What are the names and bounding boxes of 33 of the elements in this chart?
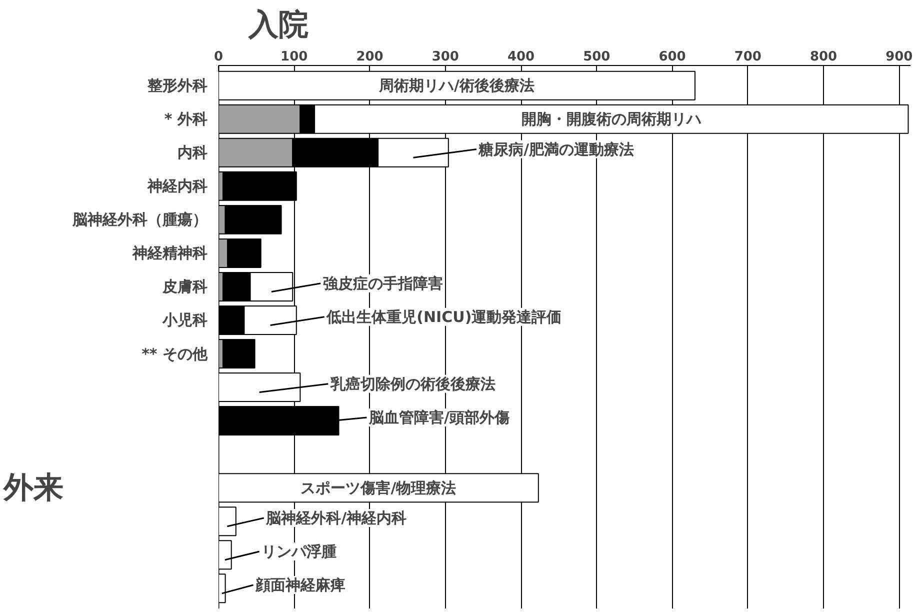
- data-label: スポーツ傷害/物理療法: [300, 478, 456, 497]
- y-tick-label: 皮膚科: [162, 278, 208, 296]
- data-label: 糖尿病/肥満の運動療法: [478, 140, 634, 158]
- x-tick-label: 500: [583, 50, 610, 64]
- y-tick-label: 脳神経外科（腫瘍）: [72, 210, 208, 229]
- y-tick-label: 神経内科: [146, 177, 208, 196]
- x-tick-label: 700: [734, 50, 762, 64]
- x-tick-label: 900: [886, 50, 913, 64]
- data-label: 周術期リハ/術後後療法: [378, 76, 534, 95]
- data-label: 低出生体重児(NICU)運動発達評価: [326, 308, 562, 326]
- x-tick-label: 800: [810, 50, 838, 64]
- data-label: 顔面神経麻痺: [254, 576, 346, 594]
- data-label: 脳血管障害/頭部外傷: [368, 408, 510, 426]
- text: 外来: [2, 470, 64, 506]
- x-tick-label: 0: [214, 50, 224, 64]
- y-tick-label: 神経精神科: [132, 244, 208, 262]
- x-tick-label: 400: [507, 50, 535, 64]
- y-tick-label: ** その他: [142, 344, 208, 363]
- chart-title: 入院: [248, 8, 308, 42]
- data-label: 脳神経外科/神経内科: [265, 509, 407, 527]
- y-tick-label: 小児科: [162, 311, 208, 330]
- x-tick-label: 600: [658, 50, 686, 64]
- data-label: リンパ浮腫: [262, 542, 337, 561]
- data-label: 強皮症の手指障害: [322, 274, 443, 292]
- x-tick-label: 200: [356, 50, 384, 64]
- y-tick-label: * 外科: [164, 110, 208, 128]
- x-tick-label: 100: [280, 50, 308, 64]
- y-tick-label: 整形外科: [146, 76, 208, 95]
- data-label: 乳癌切除例の術後後療法: [329, 374, 496, 393]
- bar: [222, 339, 256, 369]
- y-tick-label: 内科: [178, 144, 208, 162]
- data-label: 開胸・開腹術の周術期リハ: [521, 110, 702, 128]
- x-tick-label: 300: [432, 50, 459, 64]
